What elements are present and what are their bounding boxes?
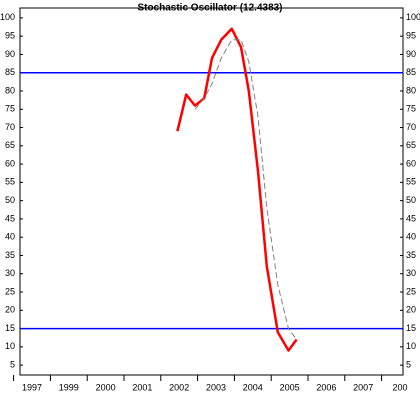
- y-tick-label-right: 40: [406, 232, 416, 242]
- y-tick-label-right: 70: [406, 122, 416, 132]
- x-tick-label: 200: [392, 382, 407, 392]
- y-tick-label-right: 60: [406, 158, 416, 168]
- x-tick-label: 2004: [243, 382, 263, 392]
- y-tick-label-right: 85: [406, 67, 416, 77]
- y-tick-label: 10: [5, 341, 15, 351]
- y-tick-label-right: 35: [406, 250, 416, 260]
- y-tick-label: 65: [5, 140, 15, 150]
- y-tick-label: 60: [5, 158, 15, 168]
- y-tick-label-right: 100: [406, 12, 420, 22]
- y-tick-label-right: 30: [406, 268, 416, 278]
- y-tick-label-right: 90: [406, 49, 416, 59]
- x-tick-label: 2006: [316, 382, 336, 392]
- x-tick-label: 2007: [353, 382, 373, 392]
- y-tick-label: 75: [5, 104, 15, 114]
- y-tick-label-right: 55: [406, 177, 416, 187]
- y-tick-label-right: 45: [406, 213, 416, 223]
- y-tick-label: 95: [5, 31, 15, 41]
- chart-title: Stochastic Oscillator (12.4383): [137, 3, 282, 14]
- y-tick-label: 40: [5, 232, 15, 242]
- y-tick-label-right: 5: [406, 360, 411, 370]
- x-tick-label: 2003: [206, 382, 226, 392]
- y-tick-label-right: 75: [406, 104, 416, 114]
- series-line: [176, 27, 298, 352]
- y-tick-label-right: 50: [406, 195, 416, 205]
- x-tick-label: 2001: [132, 382, 152, 392]
- y-tick-label-right: 10: [406, 341, 416, 351]
- y-tick-label: 100: [0, 12, 15, 22]
- y-tick-label: 45: [5, 213, 15, 223]
- y-tick-label: 85: [5, 67, 15, 77]
- y-tick-label: 5: [10, 360, 15, 370]
- x-tick-label: 2005: [280, 382, 300, 392]
- y-tick-label: 50: [5, 195, 15, 205]
- y-tick-label: 35: [5, 250, 15, 260]
- y-tick-label-right: 20: [406, 305, 416, 315]
- y-tick-label-right: 65: [406, 140, 416, 150]
- y-tick-label: 80: [5, 85, 15, 95]
- y-tick-label: 30: [5, 268, 15, 278]
- y-tick-label-right: 15: [406, 323, 416, 333]
- y-tick-label-right: 25: [406, 286, 416, 296]
- y-tick-label: 25: [5, 286, 15, 296]
- x-tick-label: 2000: [96, 382, 116, 392]
- plot-frame: [19, 7, 404, 376]
- x-tick-label: 1997: [22, 382, 42, 392]
- y-tick-label-right: 80: [406, 85, 416, 95]
- y-tick-label-right: 95: [406, 31, 416, 41]
- x-tick-label: 2002: [169, 382, 189, 392]
- y-tick-label: 70: [5, 122, 15, 132]
- series-line: [194, 39, 298, 340]
- y-tick-label: 20: [5, 305, 15, 315]
- y-tick-label: 90: [5, 49, 15, 59]
- y-tick-label: 55: [5, 177, 15, 187]
- y-tick-label: 15: [5, 323, 15, 333]
- x-tick-label: 1999: [59, 382, 79, 392]
